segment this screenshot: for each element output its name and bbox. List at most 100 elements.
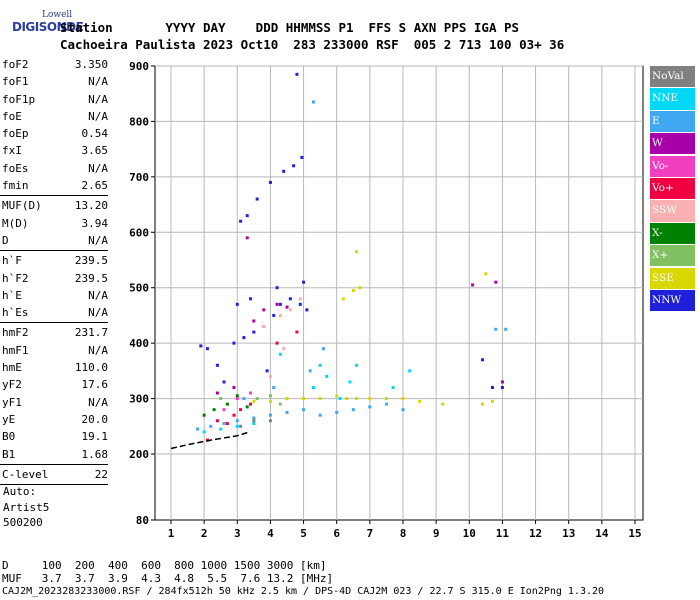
param-name: yE xyxy=(2,412,16,426)
param-row: C-level 22 xyxy=(0,466,112,483)
data-point-nne xyxy=(235,424,239,428)
data-point-e xyxy=(285,410,289,414)
y-tick-label: 500 xyxy=(129,282,149,295)
param-name: yF1 xyxy=(2,395,22,409)
data-point-e xyxy=(209,424,213,428)
param-value: N/A xyxy=(88,343,108,357)
y-tick-label: 400 xyxy=(129,337,149,350)
x-tick-label: 6 xyxy=(333,527,340,540)
data-point-nnw xyxy=(288,297,292,301)
data-point-ssw xyxy=(278,313,282,317)
y-tick-label: 900 xyxy=(129,60,149,73)
data-point-sse xyxy=(285,397,289,401)
auto-scaling-info: Auto: Artist5 500200 xyxy=(3,484,49,531)
legend-item: NoVal xyxy=(650,66,695,89)
data-point-nnw xyxy=(500,385,504,389)
data-point-e xyxy=(312,100,316,104)
param-value: 3.350 xyxy=(74,58,108,71)
data-point-w xyxy=(245,236,249,240)
data-point-sse xyxy=(384,397,388,401)
param-name: h`F2 xyxy=(2,271,29,285)
param-row: yF1 N/A xyxy=(0,394,112,411)
param-name: h`E xyxy=(2,288,22,302)
param-name: foF2 xyxy=(2,58,29,71)
param-value: 110.0 xyxy=(74,361,108,375)
data-point-ssw xyxy=(268,374,272,378)
data-point-vo xyxy=(275,341,279,345)
legend-item: X+ xyxy=(650,245,695,268)
data-point-nnw xyxy=(295,72,299,76)
data-point-nnw xyxy=(239,219,243,223)
data-point-x xyxy=(235,394,239,398)
param-value: 3.65 xyxy=(81,144,109,158)
data-point-x xyxy=(278,402,282,406)
lowell-logo: Lowell DIGISONDE xyxy=(4,10,84,40)
param-row: fxI 3.65 xyxy=(0,142,112,159)
data-point-w xyxy=(471,283,475,287)
x-tick-label: 13 xyxy=(562,527,575,540)
data-point-sse xyxy=(490,399,494,403)
data-point-x xyxy=(255,397,259,401)
param-row: hmF2 231.7 xyxy=(0,324,112,341)
data-point-w xyxy=(500,380,504,384)
y-tick-label: 80 xyxy=(136,514,149,527)
x-tick-label: 10 xyxy=(463,527,476,540)
param-value: N/A xyxy=(88,161,108,175)
data-point-nne xyxy=(348,380,352,384)
data-point-sse xyxy=(355,250,359,254)
legend-item: Vo- xyxy=(650,155,695,178)
data-point-ssw xyxy=(298,297,302,301)
data-point-nnw xyxy=(232,341,236,345)
data-point-nnw xyxy=(298,302,302,306)
param-name: MUF(D) xyxy=(2,199,42,213)
true-height-profile xyxy=(170,431,250,450)
data-point-nne xyxy=(338,397,342,401)
data-point-w xyxy=(262,308,266,312)
data-point-nnw xyxy=(275,286,279,290)
data-point-noval xyxy=(268,419,272,423)
data-point-nnw xyxy=(252,330,256,334)
footer-file-info: CAJ2M_2023283233000.RSF / 284fx512h 50 k… xyxy=(2,586,605,597)
param-row: fmin 2.65 xyxy=(0,177,112,194)
y-tick-label: 800 xyxy=(129,115,149,128)
data-point-noval xyxy=(252,419,256,423)
data-point-nnw xyxy=(249,297,253,301)
data-point-nne xyxy=(278,352,282,356)
param-value: N/A xyxy=(88,233,108,247)
param-name: fmin xyxy=(2,179,29,193)
x-tick-label: 11 xyxy=(496,527,510,540)
param-name: h`Es xyxy=(2,306,29,320)
y-tick-label: 200 xyxy=(129,448,149,461)
data-point-e xyxy=(368,405,372,409)
data-point-sse xyxy=(345,397,349,401)
data-point-sse xyxy=(252,399,256,403)
data-point-nnw xyxy=(199,344,203,348)
logo-line1: Lowell xyxy=(42,10,73,20)
data-point-sse xyxy=(302,397,306,401)
param-row: foEp 0.54 xyxy=(0,125,112,142)
data-point-nne xyxy=(202,430,206,434)
data-point-sse xyxy=(441,402,445,406)
header-row2: Cachoeira Paulista 2023 Oct10 283 233000… xyxy=(60,37,565,52)
data-point-nnw xyxy=(268,180,272,184)
x-tick-label: 7 xyxy=(367,527,374,540)
data-point-nnw xyxy=(481,358,485,362)
x-tick-label: 14 xyxy=(595,527,609,540)
data-point-sse xyxy=(335,394,339,398)
data-point-e xyxy=(196,427,200,431)
x-tick-label: 12 xyxy=(529,527,542,540)
x-tick-label: 2 xyxy=(201,527,208,540)
param-row: foF2 3.350 xyxy=(0,56,112,73)
param-row: M(D) 3.94 xyxy=(0,215,112,232)
data-point-x xyxy=(245,405,249,409)
data-point-ssw xyxy=(288,308,292,312)
y-tick-label: 300 xyxy=(129,393,149,406)
param-name: hmF1 xyxy=(2,343,29,357)
param-value: 20.0 xyxy=(81,412,109,426)
legend-item: Vo+ xyxy=(650,177,695,201)
data-point-nne xyxy=(408,369,412,373)
param-name: yF2 xyxy=(2,378,22,392)
data-point-nne xyxy=(252,422,256,426)
data-point-vo xyxy=(249,402,253,406)
